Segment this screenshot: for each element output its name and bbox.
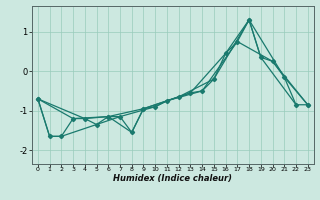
X-axis label: Humidex (Indice chaleur): Humidex (Indice chaleur) bbox=[113, 174, 232, 183]
